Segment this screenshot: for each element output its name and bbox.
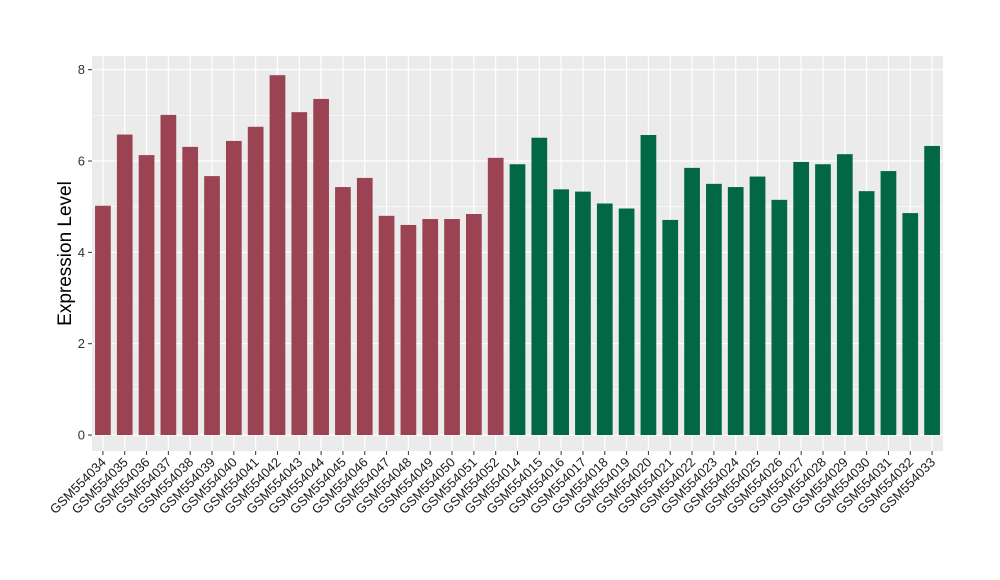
bars	[95, 75, 940, 436]
bar-GSM554052	[487, 157, 504, 436]
x-axis: GSM554034GSM554035GSM554036GSM554037GSM5…	[47, 451, 938, 517]
bar-GSM554024	[727, 187, 744, 436]
bar-GSM554047	[378, 215, 395, 436]
bar-GSM554050	[444, 219, 460, 436]
bar-GSM554015	[531, 137, 548, 436]
bar-GSM554051	[466, 214, 482, 436]
bar-GSM554036	[138, 155, 155, 436]
y-tick-label: 4	[78, 245, 85, 260]
bar-GSM554020	[640, 135, 657, 436]
bar-GSM554025	[749, 176, 766, 436]
bar-GSM554027	[793, 161, 810, 436]
bar-GSM554045	[335, 187, 351, 436]
y-axis-title: Expression Level	[55, 181, 76, 326]
bar-GSM554041	[247, 126, 264, 436]
y-tick-label: 6	[78, 154, 85, 169]
bar-GSM554043	[291, 112, 308, 436]
bar-GSM554021	[662, 219, 679, 436]
bar-GSM554035	[116, 134, 133, 436]
bar-GSM554018	[596, 203, 613, 436]
bar-GSM554048	[400, 224, 417, 436]
y-tick-label: 2	[78, 336, 85, 351]
bar-GSM554030	[858, 191, 875, 436]
bar-GSM554039	[204, 176, 220, 436]
bar-GSM554023	[706, 183, 722, 436]
bar-GSM554014	[509, 164, 526, 436]
y-axis: 0 2 4 6 8	[78, 62, 92, 443]
bar-GSM554031	[880, 171, 897, 436]
bar-GSM554042	[269, 75, 286, 436]
bar-GSM554046	[356, 177, 373, 436]
bar-GSM554040	[225, 140, 242, 436]
bar-GSM554033	[924, 145, 940, 436]
bar-GSM554022	[684, 167, 700, 436]
bar-GSM554028	[815, 164, 831, 436]
bar-GSM554034	[95, 205, 111, 436]
bar-GSM554044	[313, 98, 329, 436]
bar-GSM554037	[160, 114, 177, 436]
bar-GSM554019	[618, 208, 635, 436]
bar-GSM554049	[422, 219, 439, 436]
bar-GSM554029	[836, 154, 853, 436]
y-tick-label: 0	[78, 428, 85, 443]
bar-GSM554017	[575, 191, 591, 436]
bar-GSM554016	[553, 189, 569, 436]
bar-GSM554032	[902, 213, 919, 436]
bar-GSM554026	[771, 199, 788, 436]
bar-GSM554038	[182, 146, 199, 436]
y-tick-label: 8	[78, 62, 85, 77]
